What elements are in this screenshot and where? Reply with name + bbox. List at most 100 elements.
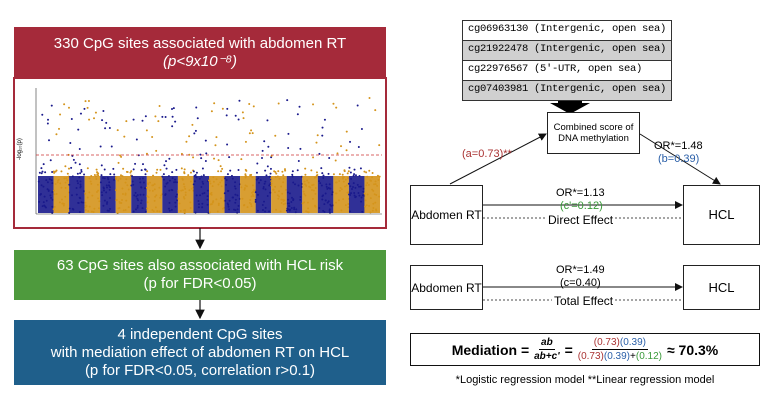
plot-dot [78,148,81,151]
plot-dot [104,127,107,130]
box-text: (p for FDR<0.05, correlation r>0.1) [84,361,316,379]
plot-dot [189,171,192,174]
plot-dot [108,127,111,130]
plot-dot [88,118,91,121]
plot-dot [84,100,87,103]
plot-dot [135,138,138,141]
plot-dot [217,170,220,173]
plot-band [162,176,178,213]
plot-dot [286,99,289,102]
plot-dot [221,107,224,110]
plot-band [240,176,256,213]
plot-dot [67,167,70,170]
plot-dot [99,145,102,148]
plot-dot [348,166,351,169]
plot-dot [269,172,272,175]
plot-dot [67,106,70,109]
plot-dot [170,108,173,111]
exposure-box: Abdomen RT [410,185,483,245]
plot-dot [283,168,286,171]
plot-dot [180,152,183,155]
plot-dot [217,159,220,162]
plot-dot [277,102,280,105]
plot-dot [237,118,240,121]
plot-band [177,176,194,213]
plot-dot [74,161,77,164]
plot-dot [226,173,229,176]
plot-dot [51,170,54,173]
plot-dot [93,173,96,176]
term: + [630,351,636,362]
numerator: ab [539,337,555,350]
plot-dot [154,115,157,118]
plot-dot [193,132,196,135]
plot-dot [105,121,108,124]
plot-band [53,176,70,213]
plot-dot [332,102,335,105]
plot-dot [168,157,171,160]
plot-dot [171,115,174,118]
plot-dot [368,169,371,172]
plot-dot [80,170,83,173]
plot-dot [130,170,133,173]
plot-dot [214,144,217,147]
plot-dot [46,122,49,125]
plot-dot [252,105,255,108]
plot-dot [204,139,207,142]
plot-dot [299,147,302,150]
plot-dot [255,171,258,174]
plot-dot [241,111,244,114]
plot-dot [277,170,280,173]
plot-dot [291,170,294,173]
plot-dot [109,173,112,176]
plot-dot [357,145,360,148]
plot-dot [55,169,58,172]
plot-dot [354,174,357,177]
plot-dot [267,145,270,148]
plot-dot [256,162,259,165]
plot-dot [38,171,41,174]
plot-dot [245,169,248,172]
manhattan-plot [37,97,381,214]
plot-dot [347,170,350,173]
plot-dot [58,127,61,130]
plot-dot [140,169,143,172]
box-text: with mediation effect of abdomen RT on H… [50,343,350,361]
plot-dot [79,112,82,115]
plot-dot [297,160,300,163]
plot-band [302,176,318,213]
plot-dot [171,171,174,174]
plot-dot [40,167,43,170]
plot-dot [261,149,264,152]
plot-dot [365,171,368,174]
plot-dot [360,128,363,131]
plot-dot [101,119,104,122]
plot-dot [145,129,148,132]
plot-dot [210,110,213,113]
mediator-box: Combined score of DNA methylation [547,112,640,154]
plot-dot [172,107,175,110]
plot-band [255,176,272,213]
plot-dot [335,106,338,109]
plot-dot [164,115,167,118]
plot-dot [123,135,126,138]
plot-dot [183,168,186,171]
plot-dot [238,99,241,102]
plot-dot [226,107,229,110]
plot-dot [151,136,154,139]
plot-dot [42,163,45,166]
plot-dot [191,123,194,126]
plot-dot [192,156,195,159]
plot-dot [287,147,290,150]
plot-dot [315,171,318,174]
plot-dot [349,171,352,174]
plot-dot [188,135,191,138]
box-text: (p for FDR<0.05) [143,275,257,292]
plot-dot [156,168,159,171]
plot-dot [192,170,195,173]
path-label: OR*=1.49 [556,264,605,276]
plot-dot [304,173,307,176]
plot-dot [234,114,237,117]
plot-dot [266,165,269,168]
